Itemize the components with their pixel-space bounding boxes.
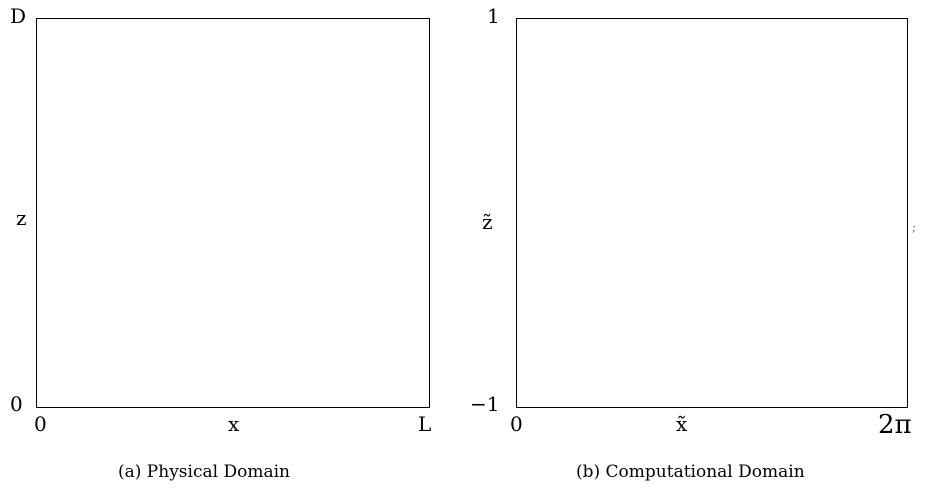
x-axis-right-label: 2π [878,410,912,440]
x-axis-label: x̃ [676,412,688,436]
y-axis-top-label: D [10,4,27,28]
y-axis-label: z [16,206,27,230]
x-axis-right-label: L [418,412,432,436]
y-axis-bottom-label: −1 [470,392,500,416]
computational-domain-box [516,18,908,408]
computational-domain-panel: 1 z̃ −1 0 x̃ 2π (b) Computational Domain… [464,0,928,490]
x-axis-left-label: 0 [34,412,47,436]
side-mark: ; [912,220,917,234]
x-axis-label: x [228,412,240,436]
physical-domain-panel: D z 0 0 x L (a) Physical Domain [10,4,432,482]
y-axis-top-label: 1 [487,4,500,28]
computational-domain-caption: (b) Computational Domain [576,462,805,482]
y-axis-bottom-label: 0 [10,392,23,416]
physical-domain-caption: (a) Physical Domain [118,462,290,482]
y-axis-label: z̃ [482,210,493,234]
physical-domain-box [36,18,430,408]
x-axis-left-label: 0 [510,412,523,436]
